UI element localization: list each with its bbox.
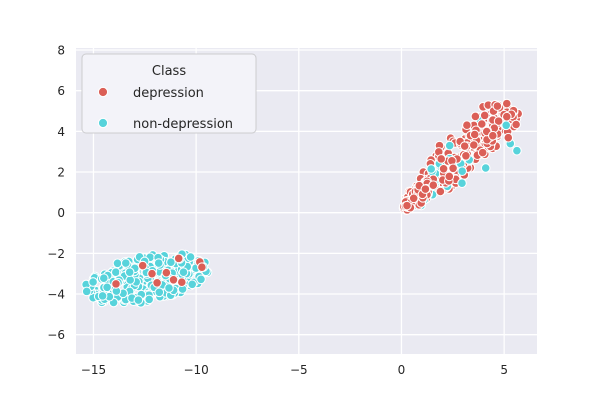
scatter-point-depression: [511, 119, 521, 130]
legend-marker-non-depression-icon: [97, 117, 109, 129]
legend-label-depression: depression: [133, 86, 204, 101]
scatter-point-depression: [477, 147, 488, 158]
scatter-point-depression: [461, 150, 471, 161]
scatter-point-non-depression: [81, 286, 92, 297]
scatter-point-depression: [503, 132, 514, 143]
plot-layer: −15 −10 −5 0 5 −6 −4 −2 0 2 4 6 8: [47, 44, 537, 377]
scatter-point-depression: [173, 253, 184, 264]
x-tick-label: 5: [500, 363, 508, 377]
x-tick-label: −15: [81, 363, 106, 377]
scatter-point-non-depression: [187, 279, 198, 290]
y-tick-label: 0: [57, 206, 65, 220]
scatter-point-depression: [501, 111, 512, 122]
scatter-point-depression: [444, 171, 455, 182]
scatter-point-depression: [469, 129, 480, 140]
scatter-point-non-depression: [164, 283, 174, 293]
scatter-point-depression: [176, 277, 187, 288]
scatter-point-non-depression: [185, 252, 196, 262]
legend-label-non-depression: non-depression: [133, 117, 233, 132]
scatter-point-depression: [436, 154, 447, 164]
scatter-point-non-depression: [480, 163, 491, 173]
scatter-point-non-depression: [426, 164, 437, 174]
scatter-point-non-depression: [124, 267, 135, 278]
scatter-point-non-depression: [133, 295, 144, 305]
scatter-point-non-depression: [102, 282, 112, 293]
scatter-point-depression: [479, 110, 490, 121]
scatter-point-depression: [493, 116, 504, 126]
scatter-point-non-depression: [457, 178, 467, 189]
scatter-point-depression: [459, 141, 470, 151]
scatter-point-depression: [468, 140, 479, 150]
scatter-point-non-depression: [153, 258, 164, 268]
y-tick-label: −6: [47, 328, 65, 342]
scatter-point-non-depression: [178, 267, 189, 278]
scatter-point-non-depression: [154, 287, 165, 298]
y-tick-label: 8: [57, 44, 65, 58]
scatter-point-non-depression: [97, 291, 108, 301]
scatter-point-non-depression: [110, 267, 121, 278]
scatter-point-depression: [470, 111, 481, 122]
scatter-point-depression: [408, 193, 419, 204]
x-tick-label: −10: [183, 363, 208, 377]
scatter-point-non-depression: [166, 257, 176, 268]
scatter-point-depression: [462, 120, 472, 131]
scatter-point-depression: [501, 98, 512, 109]
scatter-point-non-depression: [144, 294, 155, 305]
x-tick-label: −5: [290, 363, 308, 377]
legend-marker-depression-icon: [97, 86, 109, 98]
scatter-point-non-depression: [512, 145, 522, 156]
scatter-point-depression: [197, 262, 207, 273]
x-tick-label: 0: [398, 363, 406, 377]
scatter-point-depression: [492, 101, 503, 111]
scatter-point-depression: [152, 277, 162, 288]
scatter-point-non-depression: [98, 273, 109, 284]
y-tick-label: −2: [47, 247, 65, 261]
scatter-point-non-depression: [457, 166, 468, 177]
scatter-point-non-depression: [112, 258, 123, 269]
scatter-point-non-depression: [444, 140, 455, 151]
scatter-point-depression: [448, 163, 458, 174]
scatter-point-depression: [487, 130, 498, 141]
y-tick-label: 6: [57, 84, 65, 98]
scatter-point-depression: [161, 267, 172, 278]
legend: Class depression non-depression: [81, 53, 257, 134]
scatter-point-depression: [402, 200, 412, 211]
scatter-point-non-depression: [196, 274, 206, 285]
scatter-point-depression: [420, 184, 431, 194]
scatter-point-depression: [476, 119, 487, 129]
scatter-point-depression: [168, 274, 179, 285]
legend-box: [81, 53, 257, 134]
scatter-point-depression: [137, 260, 148, 271]
scatter-point-depression: [428, 180, 439, 191]
scatter-point-depression: [435, 186, 446, 197]
scatter-point-non-depression: [120, 258, 131, 268]
scatter-point-depression: [111, 279, 121, 289]
y-tick-label: −4: [47, 288, 65, 302]
scatter-point-depression: [147, 268, 157, 279]
scatter-point-non-depression: [88, 277, 98, 287]
scatter-point-depression: [438, 163, 449, 174]
legend-title: Class: [152, 64, 186, 79]
y-tick-label: 4: [57, 125, 65, 139]
y-tick-label: 2: [57, 166, 65, 180]
